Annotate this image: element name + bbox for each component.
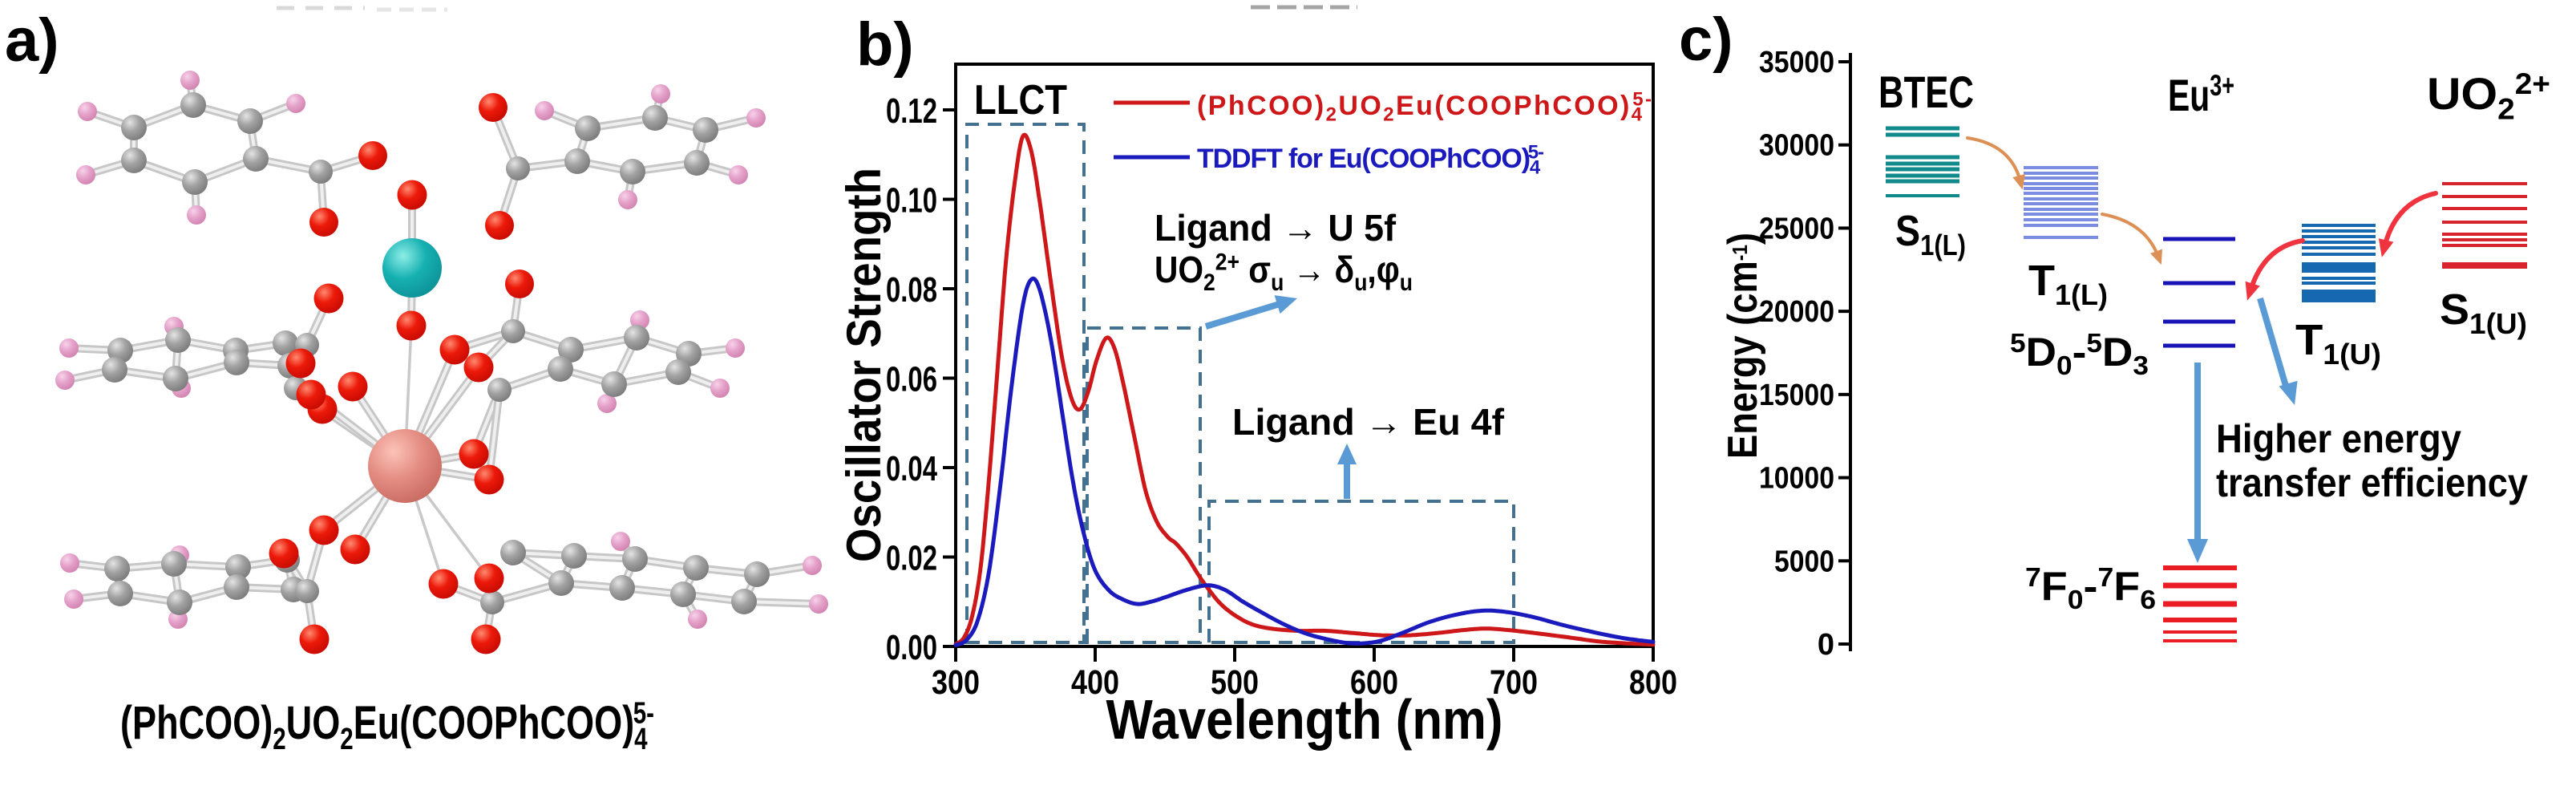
svg-text:0.12: 0.12 (886, 91, 937, 131)
svg-text:UO22+ σu → δu,φu: UO22+ σu → δu,φu (1155, 249, 1413, 296)
svg-text:transfer efficiency: transfer efficiency (2216, 460, 2528, 505)
svg-text:10000: 10000 (1759, 462, 1834, 496)
svg-text:UO22+: UO 22+ (2427, 67, 2550, 125)
svg-text:LLCT: LLCT (974, 77, 1067, 124)
svg-text:Oscillator Strength: Oscillator Strength (837, 168, 891, 562)
svg-text:c): c) (1679, 6, 1733, 74)
svg-text:(PhCOO)2UO2Eu(COOPhCOO)45-: (PhCOO)2UO2Eu(COOPhCOO)45- (1197, 89, 1652, 126)
svg-text:7F0-7F6: 7F0-7F6 (2025, 562, 2156, 614)
svg-text:Ligand → Eu 4f: Ligand → Eu 4f (1232, 401, 1505, 443)
svg-text:BTEC: BTEC (1878, 67, 1974, 117)
svg-text:Wavelength (nm): Wavelength (nm) (1106, 688, 1503, 751)
svg-text:5D0-5D3: 5D0-5D3 (2010, 328, 2149, 380)
svg-text:20000: 20000 (1759, 295, 1834, 329)
svg-text:S1(L): S1(L) (1895, 207, 1966, 261)
svg-text:400: 400 (1071, 663, 1119, 702)
svg-text:0.10: 0.10 (886, 181, 937, 221)
svg-text:25000: 25000 (1759, 212, 1834, 245)
svg-text:0.04: 0.04 (886, 449, 937, 488)
svg-text:15000: 15000 (1759, 379, 1834, 412)
svg-text:5000: 5000 (1774, 545, 1834, 578)
svg-text:T1(L): T1(L) (2028, 257, 2108, 311)
svg-text:Ligand → U 5f: Ligand → U 5f (1155, 207, 1397, 249)
svg-text:a): a) (5, 6, 59, 75)
svg-text:600: 600 (1350, 663, 1398, 702)
svg-text:Eu3+: Eu3+ (2168, 69, 2234, 120)
svg-text:TDDFT for Eu(COOPhCOO)45-: TDDFT for Eu(COOPhCOO)45- (1197, 142, 1544, 179)
svg-text:T1(U): T1(U) (2295, 316, 2381, 371)
svg-text:0.08: 0.08 (886, 270, 937, 310)
svg-text:0: 0 (1818, 628, 1834, 662)
svg-text:Higher energy: Higher energy (2216, 416, 2461, 461)
svg-text:0.06: 0.06 (886, 360, 937, 399)
svg-text:30000: 30000 (1759, 129, 1834, 163)
svg-text:0.02: 0.02 (886, 539, 937, 578)
svg-text:Energy (cm-1): Energy (cm-1) (1720, 233, 1766, 459)
svg-text:b): b) (856, 10, 914, 79)
svg-text:500: 500 (1211, 663, 1259, 702)
svg-text:700: 700 (1490, 663, 1538, 702)
svg-text:800: 800 (1629, 663, 1677, 702)
svg-text:(PhCOO)2UO2Eu(COOPhCOO)45-: (PhCOO)2UO2Eu(COOPhCOO)45- (120, 696, 654, 756)
svg-text:S1(U): S1(U) (2440, 286, 2527, 340)
svg-text:0.00: 0.00 (886, 628, 937, 667)
svg-text:35000: 35000 (1759, 46, 1834, 79)
svg-text:300: 300 (932, 663, 980, 702)
